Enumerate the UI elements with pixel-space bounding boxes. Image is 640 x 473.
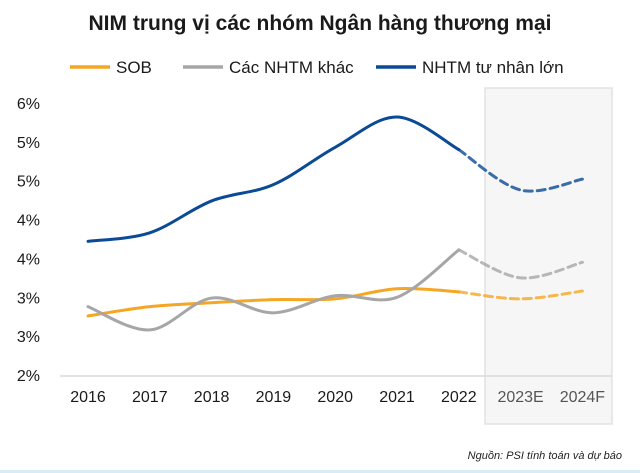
x-tick-label: 2022 [441, 389, 477, 406]
source-note: Nguồn: PSI tính toán và dự báo [468, 450, 622, 462]
x-tick-label: 2016 [70, 389, 106, 406]
series-line-actual [86, 115, 461, 243]
legend: SOB Các NHTM khác NHTM tư nhân lớn [70, 58, 564, 77]
y-tick-label: 4% [17, 213, 40, 230]
x-tick-label: 2024F [560, 389, 606, 406]
legend-label: SOB [116, 58, 152, 77]
x-tick-label: 2023E [497, 389, 543, 406]
series-sob [86, 287, 584, 318]
y-tick-label: 5% [17, 174, 40, 191]
y-tick-label: 6% [17, 96, 40, 113]
y-tick-label: 2% [17, 368, 40, 385]
x-tick-label: 2018 [194, 389, 230, 406]
legend-label: Các NHTM khác [229, 58, 354, 77]
y-tick-label: 3% [17, 329, 40, 346]
x-tick-label: 2017 [132, 389, 168, 406]
legend-item: NHTM tư nhân lớn [376, 58, 564, 77]
bottom-border [0, 470, 640, 473]
legend-item: SOB [70, 58, 152, 77]
x-tick-label: 2021 [379, 389, 415, 406]
legend-label: NHTM tư nhân lớn [422, 58, 564, 77]
series-lines [86, 115, 584, 332]
y-tick-label: 5% [17, 135, 40, 152]
forecast-shaded-region [484, 87, 613, 425]
y-tick-label: 3% [17, 290, 40, 307]
x-tick-label: 2020 [317, 389, 353, 406]
series-nhtm-tư-nhân-lớn [86, 115, 584, 243]
y-tick-label: 4% [17, 251, 40, 268]
series-các-nhtm-khác [86, 248, 584, 332]
legend-item: Các NHTM khác [183, 58, 354, 77]
chart-title: NIM trung vị các nhóm Ngân hàng thương m… [89, 12, 552, 35]
x-tick-label: 2019 [256, 389, 292, 406]
series-line-forecast [457, 289, 584, 301]
x-axis: 2016 2017 2018 2019 2020 2021 2022 2023E 2024F [70, 389, 605, 406]
y-axis: 2% 3% 3% 4% 4% 5% 5% 6% [17, 96, 40, 385]
